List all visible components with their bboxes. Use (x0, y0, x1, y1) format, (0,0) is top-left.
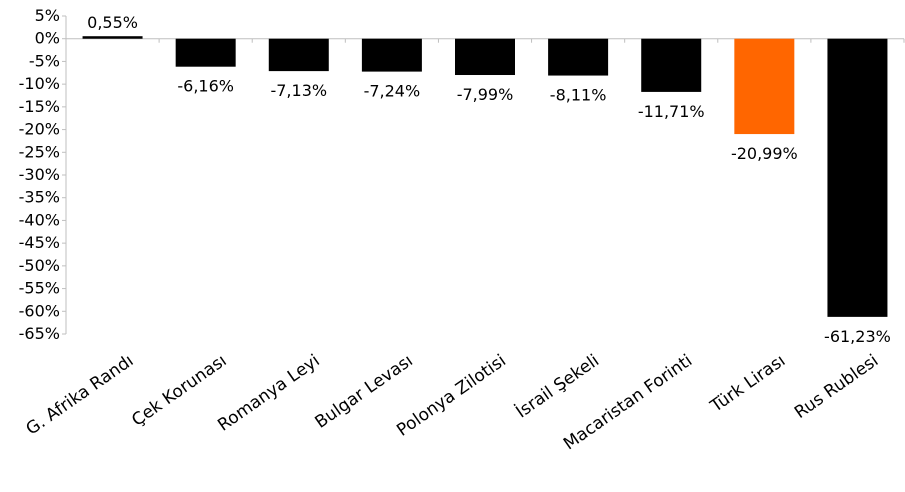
y-tick-label: -35% (19, 188, 60, 207)
y-tick-label: -15% (19, 97, 60, 116)
y-tick-label: -30% (19, 165, 60, 184)
bar (641, 38, 702, 92)
category-label: Rus Rublesi (791, 351, 882, 423)
bar (548, 38, 609, 76)
bar (734, 38, 795, 135)
y-tick-label: -65% (19, 324, 60, 343)
category-label: Türk Lirası (706, 351, 789, 417)
y-tick-label: -50% (19, 256, 60, 275)
y-tick-label: -60% (19, 301, 60, 320)
y-tick-label: -45% (19, 233, 60, 252)
data-label: 0,55% (87, 13, 138, 32)
y-tick-label: 5% (35, 6, 60, 25)
bar (455, 38, 515, 76)
bars (82, 36, 888, 317)
data-label: -8,11% (550, 86, 607, 105)
y-tick-label: -20% (19, 120, 60, 139)
data-label: -6,16% (177, 77, 234, 96)
category-label: G. Afrika Randı (23, 351, 138, 440)
data-label: -7,24% (364, 82, 421, 101)
value-labels: 0,55% -6,16% -7,13% -7,24% -7,99% -8,11% -11,7… (87, 13, 891, 346)
data-label: -61,23% (824, 327, 891, 346)
bar (361, 38, 422, 72)
bar (827, 38, 888, 317)
bar (175, 38, 236, 67)
y-tick-label: -10% (19, 74, 60, 93)
y-tick-label: -5% (29, 51, 60, 70)
data-label: -11,71% (638, 102, 705, 121)
data-label: -20,99% (731, 144, 798, 163)
y-tick-label: 0% (35, 29, 60, 48)
data-label: -7,99% (457, 85, 514, 104)
bar (82, 36, 143, 39)
data-label: -7,13% (270, 81, 327, 100)
y-tick-label: -55% (19, 279, 60, 298)
bar (268, 38, 329, 72)
y-tick-label: -25% (19, 142, 60, 161)
category-label: Romanya Leyi (214, 351, 323, 436)
y-axis: 5% 0% -5% -10% -15% -20% -25% -30% -35% -40% -45% -… (19, 6, 67, 343)
y-tick-label: -40% (19, 210, 60, 229)
category-label: İsrail Şekeli (512, 350, 603, 423)
